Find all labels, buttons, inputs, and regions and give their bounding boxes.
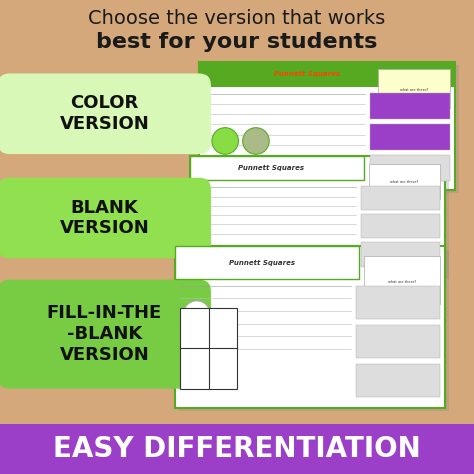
FancyBboxPatch shape: [365, 256, 440, 304]
FancyBboxPatch shape: [371, 93, 450, 119]
FancyBboxPatch shape: [0, 280, 211, 389]
FancyBboxPatch shape: [0, 178, 211, 258]
Text: Choose the version that works: Choose the version that works: [88, 9, 386, 28]
Text: what are these?: what are these?: [388, 280, 416, 284]
FancyBboxPatch shape: [356, 286, 440, 319]
Text: BLANK
VERSION: BLANK VERSION: [60, 199, 149, 237]
FancyBboxPatch shape: [371, 124, 450, 150]
Circle shape: [183, 333, 210, 360]
Text: what are these?: what are these?: [390, 181, 419, 184]
FancyBboxPatch shape: [356, 364, 440, 397]
Text: Punnett Squares: Punnett Squares: [238, 165, 304, 171]
Circle shape: [212, 128, 238, 154]
FancyBboxPatch shape: [203, 65, 459, 193]
Circle shape: [183, 301, 210, 328]
FancyBboxPatch shape: [0, 73, 211, 154]
Text: best for your students: best for your students: [96, 32, 378, 52]
FancyBboxPatch shape: [361, 186, 440, 210]
FancyBboxPatch shape: [361, 214, 440, 238]
FancyBboxPatch shape: [180, 308, 237, 389]
FancyBboxPatch shape: [369, 164, 440, 199]
FancyBboxPatch shape: [190, 156, 446, 275]
FancyBboxPatch shape: [371, 155, 450, 181]
FancyBboxPatch shape: [175, 246, 446, 408]
Circle shape: [243, 128, 269, 154]
FancyBboxPatch shape: [199, 62, 455, 87]
FancyBboxPatch shape: [193, 160, 449, 279]
Text: EASY DIFFERENTIATION: EASY DIFFERENTIATION: [53, 435, 421, 464]
FancyBboxPatch shape: [199, 62, 455, 190]
Text: what are these?: what are these?: [400, 88, 428, 92]
Text: COLOR
VERSION: COLOR VERSION: [60, 94, 149, 133]
FancyBboxPatch shape: [361, 243, 440, 266]
FancyBboxPatch shape: [190, 156, 364, 180]
Text: Punnett Squares: Punnett Squares: [229, 260, 295, 265]
FancyBboxPatch shape: [179, 250, 449, 411]
FancyBboxPatch shape: [175, 246, 359, 279]
FancyBboxPatch shape: [378, 69, 450, 108]
Text: FILL-IN-THE
-BLANK
VERSION: FILL-IN-THE -BLANK VERSION: [47, 304, 162, 364]
Text: Punnett Squares: Punnett Squares: [273, 72, 339, 77]
FancyBboxPatch shape: [0, 424, 474, 474]
FancyBboxPatch shape: [356, 325, 440, 358]
